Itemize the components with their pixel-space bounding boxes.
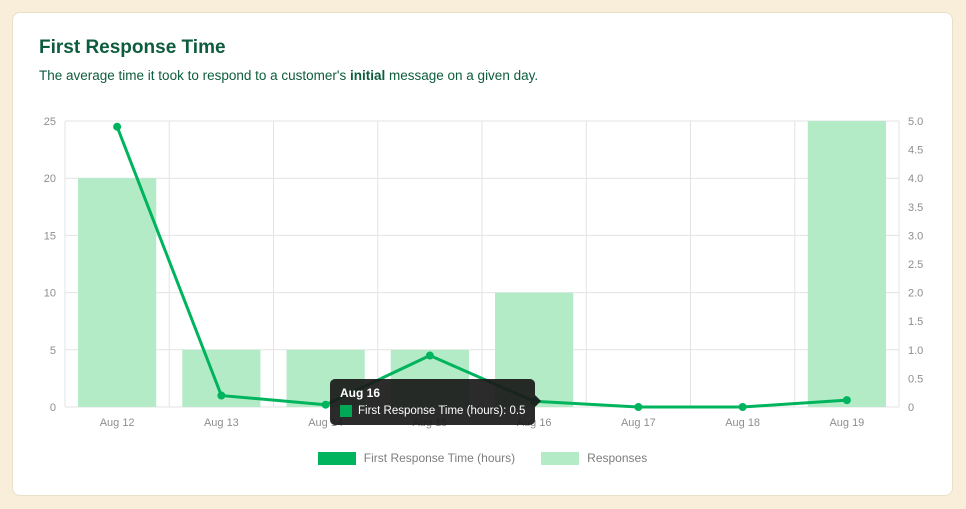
tooltip-caret-icon xyxy=(535,395,542,407)
x-axis-label: Aug 17 xyxy=(621,417,656,429)
y-axis-left-tick-label: 25 xyxy=(44,116,56,128)
chart-subtitle: The average time it took to respond to a… xyxy=(39,68,952,83)
page-title: First Response Time xyxy=(39,37,226,58)
legend-swatch-icon xyxy=(541,451,580,465)
tooltip-row: First Response Time (hours): 0.5 xyxy=(340,405,525,417)
subtitle-suffix: message on a given day. xyxy=(385,68,539,83)
line-point-aug-17[interactable] xyxy=(634,403,643,411)
line-series xyxy=(115,125,849,409)
chart-tooltip: Aug 16 First Response Time (hours): 0.5 xyxy=(330,379,542,425)
y-axis-right-tick-label: 2.5 xyxy=(908,259,923,271)
y-axis-right-tick-label: 2.0 xyxy=(908,288,923,300)
combo-chart: 25 20 15 10 5 0 5.0 4.5 4.0 3.5 3.0 2.5 2.0 1.5 1.0 0.5… xyxy=(37,113,929,435)
y-axis-right-tick-label: 3.0 xyxy=(908,230,923,242)
legend-item-responses[interactable]: Responses xyxy=(541,451,647,465)
y-axis-left-tick-label: 20 xyxy=(44,173,56,185)
y-axis-right-tick-label: 3.5 xyxy=(908,202,923,214)
legend-label: Responses xyxy=(587,451,648,465)
y-axis-left-tick-label: 0 xyxy=(50,402,56,414)
tooltip-label: First Response Time (hours): 0.5 xyxy=(358,405,526,417)
line-point-aug-19[interactable] xyxy=(842,396,851,405)
legend-label: First Response Time (hours) xyxy=(363,451,516,465)
y-axis-right-tick-label: 1.5 xyxy=(908,316,923,328)
x-axis-label: Aug 19 xyxy=(829,417,864,429)
y-axis-right-tick-label: 5.0 xyxy=(908,116,923,128)
line-point-aug-12[interactable] xyxy=(113,122,122,131)
y-axis-left-tick-label: 5 xyxy=(50,345,56,357)
tooltip-series-swatch-icon xyxy=(340,405,352,417)
line-point-aug-18[interactable] xyxy=(738,403,747,411)
y-axis-right-tick-label: 0.5 xyxy=(908,373,923,385)
chart-legend: First Response Time (hours) Responses xyxy=(13,451,952,465)
legend-item-first-response-time-hours[interactable]: First Response Time (hours) xyxy=(317,451,516,465)
bar-aug-19[interactable] xyxy=(807,121,886,407)
subtitle-prefix: The average time it took to respond to a… xyxy=(39,68,350,83)
x-axis-label: Aug 18 xyxy=(725,417,760,429)
line-point-aug-15[interactable] xyxy=(425,351,434,360)
y-axis-right-tick-label: 0 xyxy=(908,402,914,414)
y-axis-left-tick-label: 15 xyxy=(44,230,56,242)
x-axis-label: Aug 13 xyxy=(204,417,239,429)
y-axis-right-tick-label: 1.0 xyxy=(908,345,923,357)
line-point-aug-14[interactable] xyxy=(321,400,330,409)
x-axis-label: Aug 12 xyxy=(100,417,135,429)
bar-aug-12[interactable] xyxy=(78,178,157,407)
tooltip-title: Aug 16 xyxy=(340,386,381,400)
legend-swatch-icon xyxy=(317,451,356,465)
line-point-aug-13[interactable] xyxy=(217,391,226,400)
y-axis-right-tick-label: 4.5 xyxy=(908,145,923,157)
y-axis-left-tick-label: 10 xyxy=(44,288,56,300)
y-axis-right-tick-label: 4.0 xyxy=(908,173,923,185)
chart-card: First Response Time The average time it … xyxy=(12,12,953,496)
subtitle-bold-word: initial xyxy=(349,68,386,83)
